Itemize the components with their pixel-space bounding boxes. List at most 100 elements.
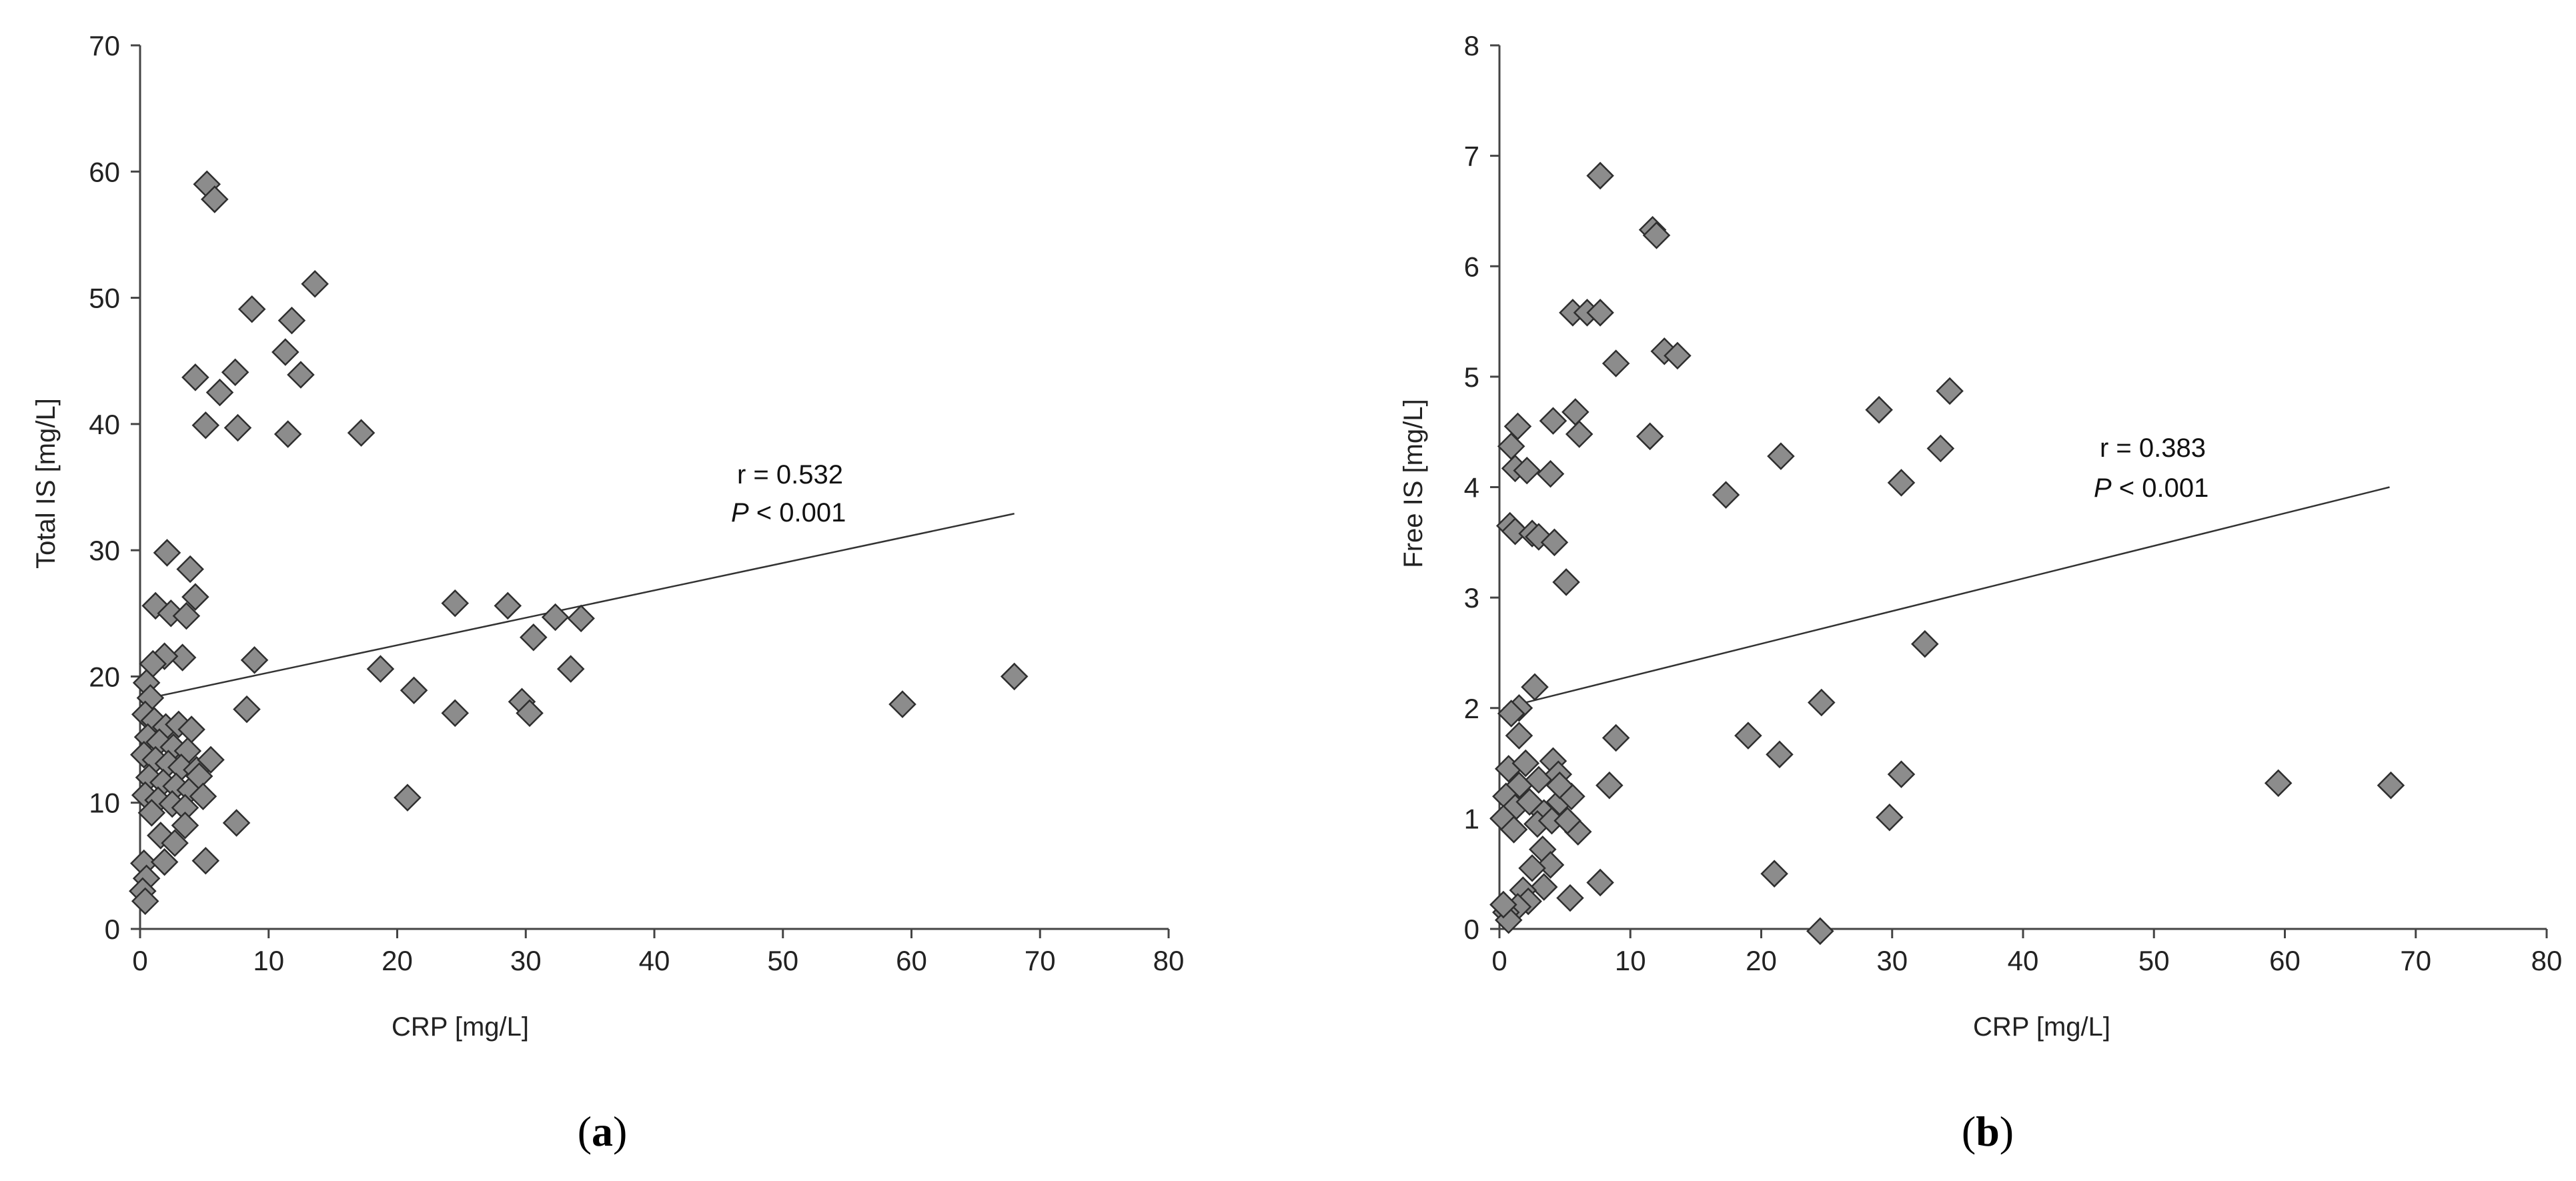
chart-panel-b: CRP [mg/L] Free IS [mg/L] r = 0.383 P < … <box>1399 30 2562 1155</box>
data-point-b <box>1518 854 1546 882</box>
y-tick-label-b: 8 <box>1464 30 1479 61</box>
data-point-a <box>237 295 266 323</box>
data-point-b <box>1553 806 1581 835</box>
x-tick-label-b: 20 <box>1746 945 1777 976</box>
p-value-symbol-a: P <box>731 498 749 527</box>
data-point-b <box>1536 851 1565 879</box>
data-point-b <box>1865 395 1893 424</box>
data-point-a <box>201 185 229 213</box>
panel-letter-a: a <box>592 1108 613 1155</box>
data-point-b <box>1887 760 1916 788</box>
data-point-b <box>1926 434 1955 463</box>
chart-panel-a: CRP [mg/L] Total IS [mg/L] r = 0.532 P <… <box>31 30 1184 1155</box>
data-point-b <box>1556 884 1584 912</box>
data-point-a <box>366 655 395 683</box>
y-tick-label-b: 2 <box>1464 693 1479 724</box>
x-axis-label-a: CRP [mg/L] <box>392 1012 529 1042</box>
x-tick-label-b: 30 <box>1876 945 1908 976</box>
correlation-r-b: r = 0.383 <box>2100 433 2206 463</box>
data-point-a <box>233 695 261 724</box>
data-point-b <box>1536 459 1565 488</box>
data-point-b <box>1539 407 1567 435</box>
x-tick-label-a: 10 <box>253 945 284 976</box>
data-point-b <box>1760 860 1788 888</box>
data-point-a <box>400 676 428 705</box>
x-tick-label-b: 60 <box>2269 945 2301 976</box>
data-point-a <box>189 782 217 811</box>
y-tick-label-b: 3 <box>1464 582 1479 614</box>
data-point-a <box>197 746 225 774</box>
data-point-a <box>277 306 306 335</box>
data-point-b <box>1489 890 1517 919</box>
data-point-a <box>301 269 329 298</box>
y-tick-label-a: 60 <box>89 156 120 187</box>
data-point-a <box>181 363 209 391</box>
data-point-b <box>1636 422 1664 451</box>
data-point-a <box>394 784 422 812</box>
data-point-b <box>1540 528 1569 557</box>
x-tick-label-a: 50 <box>767 945 798 976</box>
data-point-b <box>1529 873 1558 901</box>
data-point-b <box>1586 161 1614 190</box>
data-point-a <box>223 413 252 442</box>
y-tick-label-b: 0 <box>1464 914 1479 945</box>
x-tick-label-a: 70 <box>1025 945 1056 976</box>
x-tick-label-a: 30 <box>510 945 542 976</box>
data-point-b <box>1586 868 1614 897</box>
y-tick-label-b: 4 <box>1464 472 1479 503</box>
data-point-b <box>1936 377 1964 405</box>
data-point-b <box>1521 673 1549 702</box>
y-tick-label-b: 6 <box>1464 251 1479 282</box>
p-value-symbol-b: P <box>2094 473 2112 503</box>
data-point-a <box>347 419 376 447</box>
data-point-a <box>191 847 220 875</box>
y-tick-label-a: 0 <box>105 914 120 945</box>
p-value-text-b: < 0.001 <box>2112 473 2209 503</box>
data-point-a <box>273 420 302 448</box>
y-axis-label-a: Total IS [mg/L] <box>31 398 61 569</box>
panel-label-a: (a) <box>578 1108 628 1155</box>
data-point-a <box>222 809 251 837</box>
x-tick-label-a: 40 <box>639 945 670 976</box>
x-tick-label-b: 0 <box>1491 945 1507 976</box>
x-tick-label-b: 10 <box>1615 945 1646 976</box>
data-point-b <box>1552 568 1580 596</box>
x-tick-label-a: 0 <box>132 945 147 976</box>
data-point-a <box>556 655 585 683</box>
x-axis-label-b: CRP [mg/L] <box>1973 1012 2110 1042</box>
data-point-b <box>1808 688 1836 717</box>
p-value-text-a: < 0.001 <box>749 498 846 527</box>
data-point-a <box>494 592 522 620</box>
data-point-b <box>1497 700 1525 728</box>
data-point-b <box>1595 771 1624 800</box>
data-point-a <box>176 555 204 583</box>
data-point-b <box>2264 769 2293 798</box>
data-point-a <box>221 358 249 387</box>
data-point-b <box>1767 442 1795 470</box>
data-point-b <box>1664 341 1692 370</box>
x-tick-label-a: 80 <box>1153 945 1185 976</box>
y-tick-label-a: 20 <box>89 661 120 692</box>
data-point-a <box>520 623 548 652</box>
data-point-b <box>1601 349 1630 377</box>
data-point-b <box>1511 749 1540 778</box>
x-tick-label-b: 50 <box>2138 945 2170 976</box>
data-point-a <box>1000 662 1029 691</box>
data-point-a <box>516 699 544 728</box>
p-value-b: P < 0.001 <box>2094 473 2208 503</box>
y-tick-label-a: 10 <box>89 788 120 819</box>
data-point-a <box>441 699 470 728</box>
data-point-b <box>1642 221 1671 249</box>
data-point-a <box>541 603 570 632</box>
data-point-a <box>271 338 299 366</box>
data-point-b <box>1876 803 1904 832</box>
data-point-a <box>153 539 181 567</box>
x-tick-label-b: 70 <box>2400 945 2431 976</box>
data-point-b <box>1601 724 1630 752</box>
data-point-b <box>2377 771 2405 800</box>
data-point-b <box>1501 517 1529 545</box>
data-point-a <box>181 583 209 611</box>
y-tick-label-a: 50 <box>89 283 120 314</box>
data-point-b <box>1586 299 1614 327</box>
